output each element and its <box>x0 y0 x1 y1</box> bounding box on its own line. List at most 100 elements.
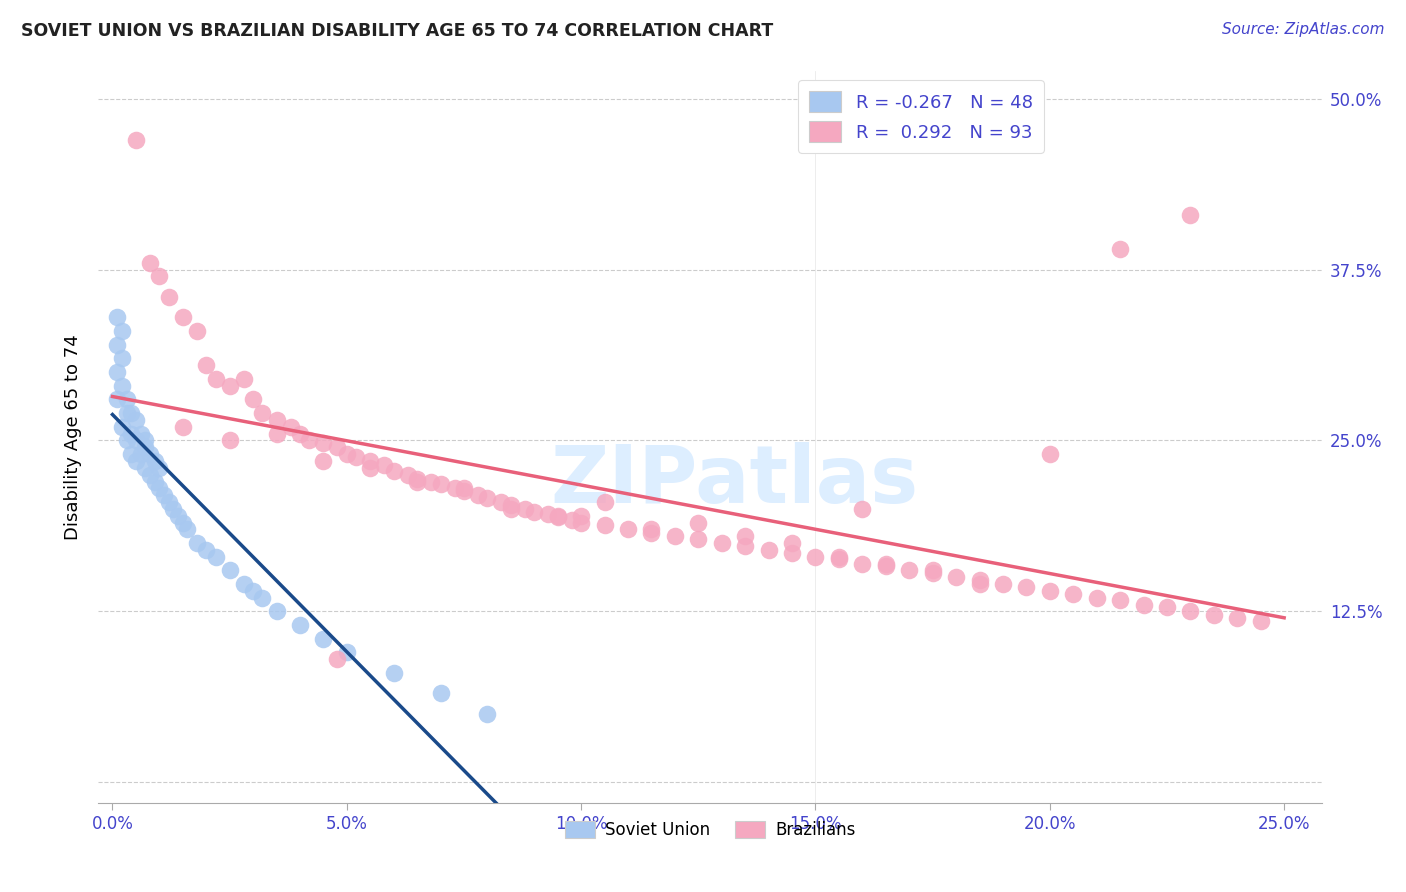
Point <box>125 454 148 468</box>
Point <box>593 495 616 509</box>
Point <box>148 481 170 495</box>
Point <box>120 406 142 420</box>
Point <box>898 563 921 577</box>
Point <box>266 426 288 441</box>
Point <box>1132 598 1154 612</box>
Point <box>593 518 616 533</box>
Point <box>420 475 443 489</box>
Point <box>710 536 733 550</box>
Point <box>359 454 381 468</box>
Point <box>561 513 583 527</box>
Point <box>396 467 419 482</box>
Point <box>991 577 1014 591</box>
Point <box>429 686 451 700</box>
Point <box>172 310 194 325</box>
Point <box>875 557 897 571</box>
Point <box>172 516 194 530</box>
Point <box>242 392 264 407</box>
Point <box>186 536 208 550</box>
Point <box>969 577 991 591</box>
Point <box>120 426 142 441</box>
Text: SOVIET UNION VS BRAZILIAN DISABILITY AGE 65 TO 74 CORRELATION CHART: SOVIET UNION VS BRAZILIAN DISABILITY AGE… <box>21 22 773 40</box>
Point <box>1109 242 1132 256</box>
Point <box>477 706 499 721</box>
Point <box>921 566 943 581</box>
Point <box>134 460 156 475</box>
Point <box>491 495 513 509</box>
Point <box>499 498 522 512</box>
Point <box>153 488 176 502</box>
Point <box>780 546 803 560</box>
Point <box>921 563 943 577</box>
Point <box>547 508 569 523</box>
Point <box>1085 591 1108 605</box>
Point <box>537 508 560 522</box>
Point <box>115 392 138 407</box>
Point <box>218 434 240 448</box>
Point <box>851 557 873 571</box>
Point <box>336 447 359 461</box>
Point <box>143 454 166 468</box>
Point <box>1039 583 1062 598</box>
Point <box>828 549 851 564</box>
Point <box>139 467 162 482</box>
Text: ZIPatlas: ZIPatlas <box>550 442 918 520</box>
Point <box>195 542 218 557</box>
Point <box>204 549 226 564</box>
Point <box>186 324 208 338</box>
Point <box>734 529 756 543</box>
Point <box>312 632 335 646</box>
Point <box>547 510 569 524</box>
Point <box>326 440 349 454</box>
Point <box>111 324 134 338</box>
Point <box>617 522 640 536</box>
Point <box>105 365 128 379</box>
Point <box>139 447 162 461</box>
Point <box>1202 608 1225 623</box>
Point <box>167 508 190 523</box>
Point <box>1180 604 1202 618</box>
Point <box>828 552 851 566</box>
Point <box>288 618 311 632</box>
Point <box>232 577 254 591</box>
Point <box>148 269 170 284</box>
Point <box>875 559 897 574</box>
Point <box>477 491 499 505</box>
Point <box>1109 593 1132 607</box>
Point <box>640 522 662 536</box>
Point <box>344 450 367 464</box>
Point <box>125 434 148 448</box>
Y-axis label: Disability Age 65 to 74: Disability Age 65 to 74 <box>65 334 83 540</box>
Point <box>1156 600 1178 615</box>
Point <box>1226 611 1249 625</box>
Point <box>157 495 180 509</box>
Point <box>252 406 274 420</box>
Point <box>172 420 194 434</box>
Point <box>1039 447 1062 461</box>
Point <box>453 481 475 495</box>
Point <box>467 488 489 502</box>
Point <box>336 645 359 659</box>
Point <box>218 379 240 393</box>
Point <box>195 359 218 373</box>
Point <box>298 434 321 448</box>
Point <box>453 484 475 499</box>
Point <box>266 604 288 618</box>
Point <box>359 460 381 475</box>
Point <box>688 532 710 546</box>
Point <box>139 256 162 270</box>
Point <box>125 413 148 427</box>
Point <box>1180 208 1202 222</box>
Point <box>851 501 873 516</box>
Point <box>443 481 465 495</box>
Point <box>111 379 134 393</box>
Point <box>134 434 156 448</box>
Point <box>804 549 827 564</box>
Point <box>115 434 138 448</box>
Point <box>406 475 429 489</box>
Point <box>312 454 335 468</box>
Point <box>734 539 756 553</box>
Point <box>382 665 405 680</box>
Point <box>143 475 166 489</box>
Point <box>499 501 522 516</box>
